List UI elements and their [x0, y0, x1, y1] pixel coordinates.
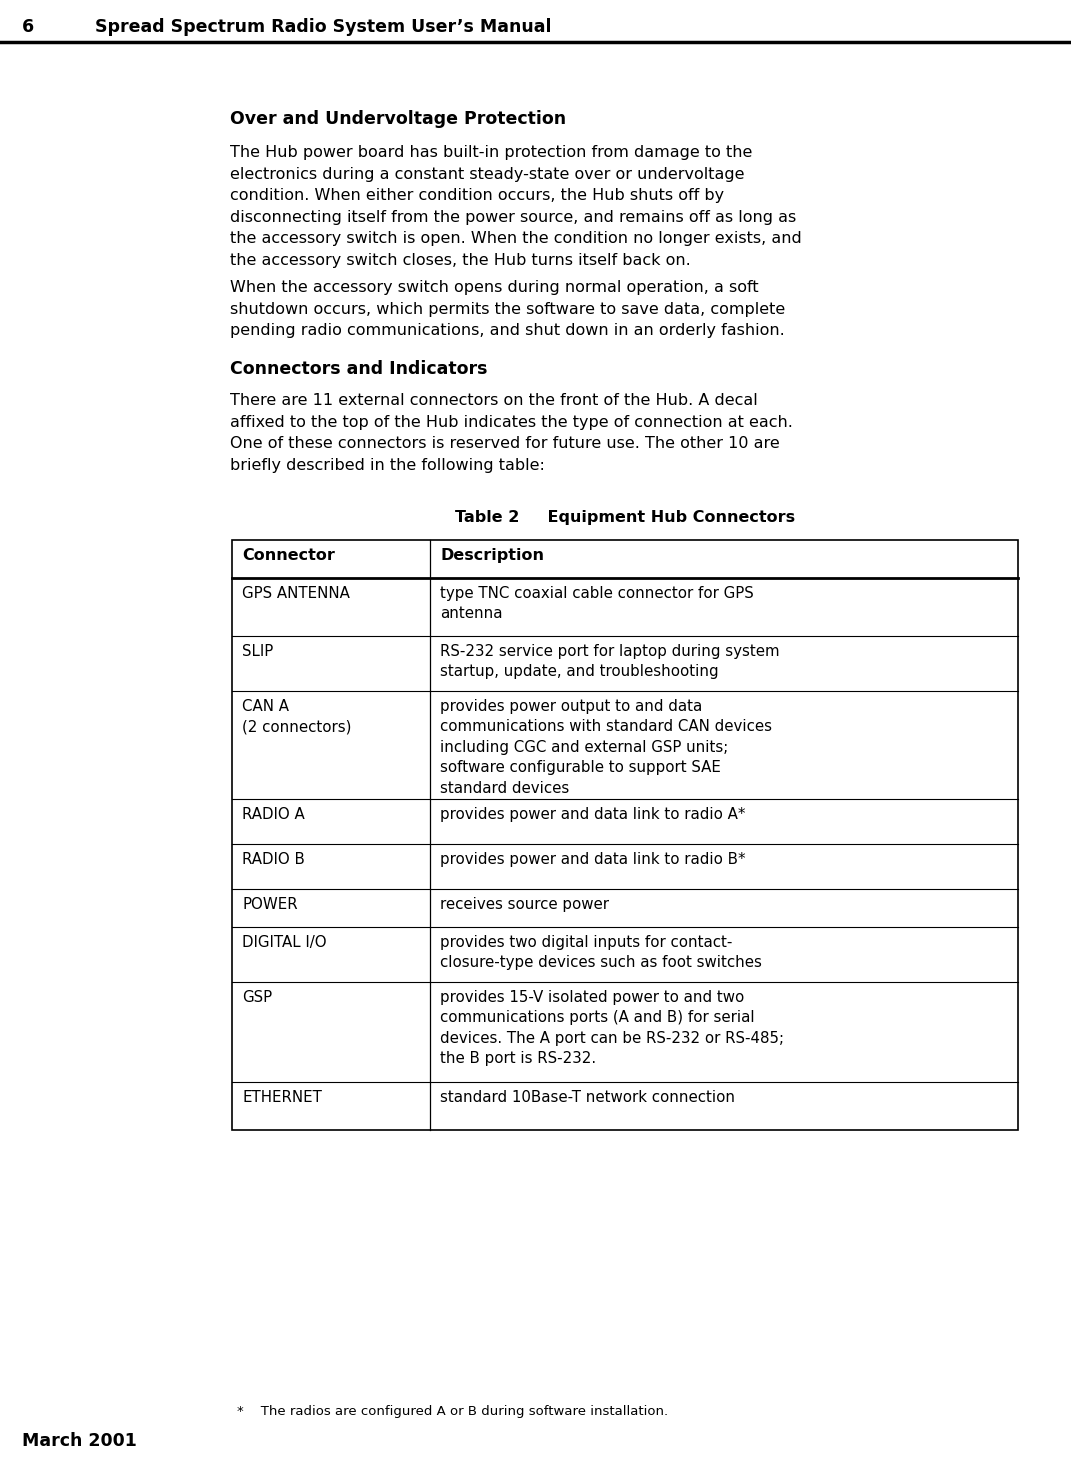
Text: provides 15-V isolated power to and two
communications ports (A and B) for seria: provides 15-V isolated power to and two … [440, 990, 784, 1066]
Text: provides power output to and data
communications with standard CAN devices
inclu: provides power output to and data commun… [440, 699, 772, 796]
Text: Over and Undervoltage Protection: Over and Undervoltage Protection [230, 109, 567, 128]
Text: Connectors and Indicators: Connectors and Indicators [230, 360, 487, 378]
Text: There are 11 external connectors on the front of the Hub. A decal
affixed to the: There are 11 external connectors on the … [230, 393, 793, 473]
Text: POWER: POWER [242, 897, 298, 911]
Text: type TNC coaxial cable connector for GPS
antenna: type TNC coaxial cable connector for GPS… [440, 586, 754, 622]
Text: RS-232 service port for laptop during system
startup, update, and troubleshootin: RS-232 service port for laptop during sy… [440, 644, 780, 679]
Text: provides power and data link to radio A*: provides power and data link to radio A* [440, 806, 745, 823]
Text: RADIO A: RADIO A [242, 806, 305, 823]
Text: standard 10Base-T network connection: standard 10Base-T network connection [440, 1090, 735, 1105]
Text: Spread Spectrum Radio System User’s Manual: Spread Spectrum Radio System User’s Manu… [95, 18, 552, 35]
Text: RADIO B: RADIO B [242, 852, 305, 867]
Text: provides two digital inputs for contact-
closure-type devices such as foot switc: provides two digital inputs for contact-… [440, 935, 761, 970]
Text: Table 2     Equipment Hub Connectors: Table 2 Equipment Hub Connectors [455, 510, 795, 524]
Text: Description: Description [440, 548, 544, 563]
Text: The Hub power board has built-in protection from damage to the
electronics durin: The Hub power board has built-in protect… [230, 145, 802, 267]
Text: March 2001: March 2001 [22, 1433, 137, 1450]
Text: GPS ANTENNA: GPS ANTENNA [242, 586, 350, 601]
Text: SLIP: SLIP [242, 644, 273, 659]
Text: GSP: GSP [242, 990, 272, 1004]
Text: ETHERNET: ETHERNET [242, 1090, 322, 1105]
Text: When the accessory switch opens during normal operation, a soft
shutdown occurs,: When the accessory switch opens during n… [230, 281, 785, 338]
Text: DIGITAL I/O: DIGITAL I/O [242, 935, 327, 950]
Text: CAN A
(2 connectors): CAN A (2 connectors) [242, 699, 351, 734]
Bar [232, 541, 1019, 1130]
Text: provides power and data link to radio B*: provides power and data link to radio B* [440, 852, 745, 867]
Text: 6: 6 [22, 18, 34, 35]
Text: Connector: Connector [242, 548, 335, 563]
Text: *    The radios are configured A or B during software installation.: * The radios are configured A or B durin… [237, 1405, 668, 1418]
Text: receives source power: receives source power [440, 897, 609, 911]
